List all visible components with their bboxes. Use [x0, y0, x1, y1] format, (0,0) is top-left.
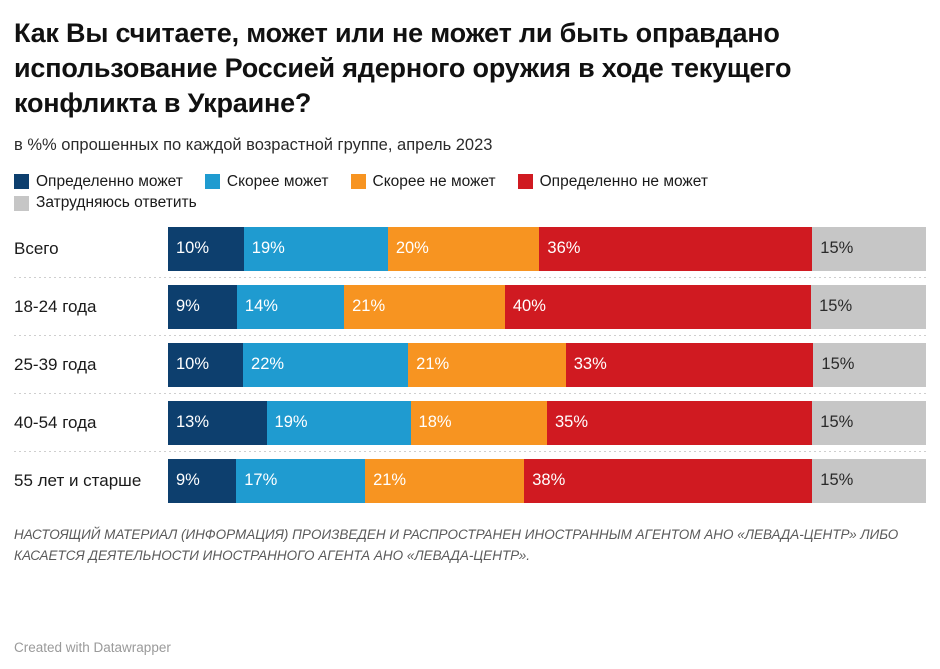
bar-segment[interactable]: 20% [387, 226, 540, 271]
bar-row: 40-54 года 13% 19% 18% 35% 15% [14, 400, 926, 452]
bar-rows: Всего 10% 19% 20% 36% 15% 18-24 года 9% 14% 21% 40… [14, 226, 926, 503]
bar-row: Всего 10% 19% 20% 36% 15% [14, 226, 926, 278]
legend-swatch-icon [14, 174, 29, 190]
legend-item-label: Определенно может [36, 172, 183, 190]
bar-segment[interactable]: 21% [344, 284, 505, 329]
row-separator [14, 392, 926, 394]
legend-swatch-icon [14, 195, 29, 211]
bar-segment[interactable]: 19% [243, 226, 388, 271]
legend-item[interactable]: Определенно может [14, 174, 183, 190]
chart-title: Как Вы считаете, может или не может ли б… [14, 18, 792, 119]
legend-item[interactable]: Скорее не может [350, 172, 496, 190]
stacked-bar: 10% 22% 21% 33% 15% [168, 342, 926, 387]
bar-segment[interactable]: 13% [168, 400, 267, 445]
bar-segment[interactable]: 14% [236, 284, 345, 329]
legend-item-label: Затрудняюсь ответить [36, 194, 197, 212]
row-separator [14, 276, 926, 278]
chart-subtitle: в %% опрошенных по каждой возрастной гру… [14, 136, 493, 155]
foreign-agent-disclaimer: НАСТОЯЩИЙ МАТЕРИАЛ (ИНФОРМАЦИЯ) ПРОИЗВЕД… [14, 526, 899, 563]
bar-segment[interactable]: 22% [243, 342, 409, 387]
legend-item-label: Скорее может [226, 172, 329, 190]
row-separator [14, 334, 926, 336]
datawrapper-credit[interactable]: Created with Datawrapper [14, 640, 171, 655]
bar-segment[interactable]: 40% [504, 284, 812, 329]
bar-segment[interactable]: 10% [168, 226, 244, 271]
bar-segment[interactable]: 33% [565, 342, 814, 387]
bar-row: 18-24 года 9% 14% 21% 40% 15% [14, 284, 926, 336]
stacked-bar: 9% 14% 21% 40% 15% [168, 284, 926, 329]
legend-swatch-icon [350, 174, 366, 190]
bar-segment[interactable]: 21% [365, 458, 525, 503]
legend-item[interactable]: Определенно не может [517, 172, 708, 190]
bar-segment[interactable]: 9% [168, 284, 237, 329]
bar-segment[interactable]: 38% [524, 458, 813, 503]
stacked-bar: 10% 19% 20% 36% 15% [168, 226, 926, 271]
chart-legend: Определенно может Скорее может Скорее не м… [14, 174, 844, 211]
bar-row-label: 25-39 года [14, 355, 97, 375]
bar-segment[interactable]: 35% [546, 400, 813, 445]
bar-segment[interactable]: 15% [813, 342, 926, 387]
bar-row-label: 55 лет и старше [14, 471, 142, 491]
bar-segment[interactable]: 10% [168, 342, 244, 387]
row-separator [14, 450, 926, 452]
bar-segment[interactable]: 18% [410, 400, 547, 445]
bar-row: 25-39 года 10% 22% 21% 33% 15% [14, 342, 926, 394]
bar-segment[interactable]: 15% [812, 400, 926, 445]
bar-segment[interactable]: 21% [408, 342, 566, 387]
bar-segment[interactable]: 36% [539, 226, 813, 271]
legend-item-label: Скорее не может [372, 172, 496, 190]
legend-swatch-icon [517, 174, 533, 190]
bar-segment[interactable]: 15% [811, 284, 926, 329]
legend-item-label: Определенно не может [539, 172, 708, 190]
bar-row-label: 40-54 года [14, 413, 97, 433]
bar-segment[interactable]: 17% [236, 458, 366, 503]
legend-item[interactable]: Затрудняюсь ответить [14, 195, 197, 211]
bar-segment[interactable]: 9% [168, 458, 237, 503]
legend-swatch-icon [204, 174, 220, 190]
bar-segment[interactable]: 15% [812, 226, 926, 271]
legend-item[interactable]: Скорее может [204, 172, 329, 190]
bar-segment[interactable]: 15% [812, 458, 926, 503]
bar-row-label: Всего [14, 239, 59, 259]
stacked-bar: 9% 17% 21% 38% 15% [168, 458, 926, 503]
bar-segment[interactable]: 19% [266, 400, 411, 445]
stacked-bar: 13% 19% 18% 35% 15% [168, 400, 926, 445]
bar-row-label: 18-24 года [14, 297, 97, 317]
bar-row: 55 лет и старше 9% 17% 21% 38% 15% [14, 458, 926, 503]
